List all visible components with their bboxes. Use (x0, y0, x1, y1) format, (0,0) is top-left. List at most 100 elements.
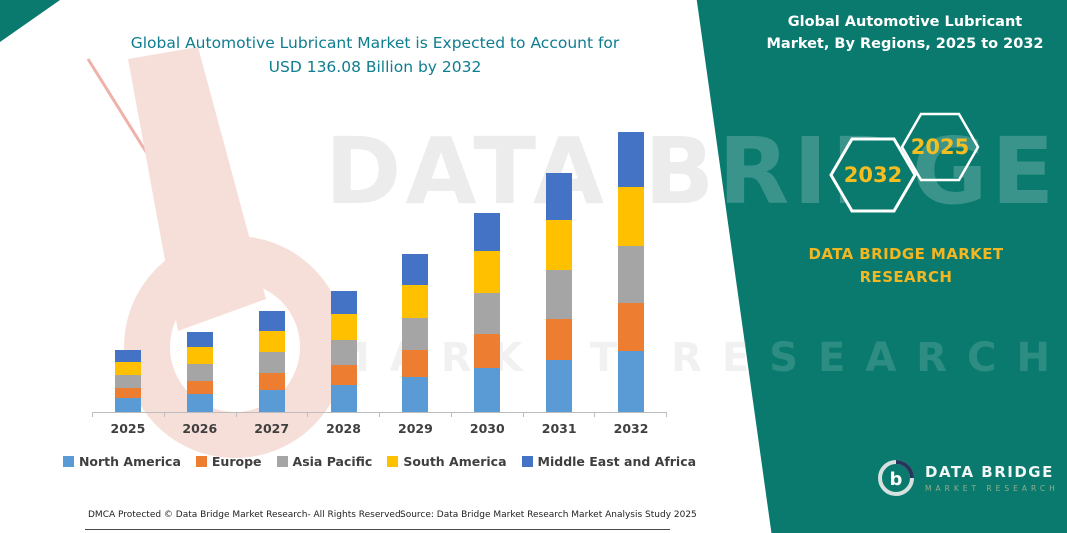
bar-column-2031 (523, 125, 595, 412)
corner-accent-triangle (0, 0, 60, 42)
legend-label: Europe (211, 454, 262, 469)
bar-segment (330, 364, 357, 386)
stacked-bar-2032 (618, 132, 645, 412)
axis-tick (165, 413, 237, 417)
bar-segment (330, 339, 357, 365)
legend-item: Europe (195, 454, 262, 469)
bar-segment (186, 347, 213, 365)
dbmr-logo-icon: b (878, 460, 914, 496)
bar-segment (258, 372, 285, 390)
bar-segment (186, 331, 213, 348)
axis-tick (380, 413, 452, 417)
bar-segment (114, 387, 141, 399)
x-axis-label: 2027 (254, 421, 290, 436)
bar-segment (546, 219, 573, 270)
bar-segment (114, 362, 141, 376)
axis-tick (308, 413, 380, 417)
bar-segment (618, 186, 645, 246)
brand-text: DATA BRIDGE MARKET RESEARCH (808, 245, 1004, 287)
chart-title: Global Automotive Lubricant Market is Ex… (55, 31, 695, 79)
axis-tick (524, 413, 596, 417)
legend-swatch-icon (276, 456, 288, 467)
logo-name: DATA BRIDGE (925, 463, 1054, 481)
bar-segment (402, 284, 429, 318)
x-axis-label: 2032 (613, 421, 649, 436)
legend-label: Middle East and Africa (537, 454, 697, 469)
x-axis-label: 2030 (469, 421, 505, 436)
legend-swatch-icon (387, 456, 399, 467)
hexagon-year-badges: 2025 2032 (829, 112, 980, 213)
stacked-bar-2029 (402, 253, 429, 412)
legend-label: South America (403, 454, 507, 469)
bar-segment (402, 350, 429, 378)
bar-segment (258, 389, 285, 412)
bar-segment (186, 394, 213, 412)
bar-segment (474, 293, 501, 335)
dbmr-logo: b DATA BRIDGE MARKET RESEARCH (876, 458, 1059, 498)
bar-column-2028 (308, 125, 380, 412)
x-axis-label: 2029 (398, 421, 433, 436)
legend-item: South America (387, 454, 507, 469)
bar-column-2030 (451, 125, 523, 412)
bar-segment (546, 359, 573, 412)
bar-segment (402, 253, 429, 285)
bar-segment (330, 385, 357, 412)
bar-column-2029 (380, 125, 452, 412)
banner-title: Global Automotive Lubricant Market, By R… (766, 14, 1044, 52)
bar-segment (618, 245, 645, 303)
bar-segment (330, 290, 357, 315)
chart-title-line1: Global Automotive Lubricant Market is Ex… (130, 34, 620, 52)
bar-segment (474, 368, 501, 412)
hexagon-2025-label: 2025 (911, 135, 969, 159)
bar-segment (330, 314, 357, 340)
footer-divider (85, 529, 670, 530)
plot-area (92, 125, 667, 413)
svg-text:b: b (890, 469, 903, 490)
legend-label: Asia Pacific (292, 454, 373, 469)
axis-tick (92, 413, 165, 417)
legend-item: North America (62, 454, 181, 469)
stacked-bar-2030 (474, 212, 501, 412)
dmca-notice: DMCA Protected © Data Bridge Market Rese… (88, 510, 404, 520)
hexagon-2032-label: 2032 (844, 163, 902, 187)
bar-segment (474, 334, 501, 369)
x-axis-label: 2025 (110, 421, 146, 436)
legend-item: Middle East and Africa (521, 454, 697, 469)
x-axis-labels: 2025 2026 2027 2028 2029 2030 2031 2032 (92, 421, 667, 436)
bar-segment (186, 364, 213, 381)
bar-column-2032 (595, 125, 667, 412)
axis-tick (237, 413, 309, 417)
stacked-bar-2031 (546, 173, 573, 412)
logo-tagline: MARKET RESEARCH (925, 484, 1059, 493)
legend-item: Asia Pacific (276, 454, 373, 469)
logo-text-block: DATA BRIDGE MARKET RESEARCH (925, 463, 1059, 493)
hexagon-2032-icon (829, 137, 917, 213)
bar-segment (114, 375, 141, 388)
chart-legend: North America Europe Asia Pacific South Ame… (62, 454, 696, 469)
legend-label: North America (78, 454, 181, 469)
bar-column-2026 (164, 125, 236, 412)
bar-segment (258, 330, 285, 353)
bar-segment (402, 317, 429, 351)
stacked-bar-2025 (114, 350, 141, 412)
axis-tick (452, 413, 524, 417)
bar-column-2027 (236, 125, 308, 412)
bar-column-2025 (92, 125, 164, 412)
bar-segment (546, 270, 573, 319)
bar-segment (474, 251, 501, 294)
bar-segment (186, 380, 213, 395)
hexagon-2025-icon (900, 112, 980, 182)
x-axis-ticks (92, 413, 667, 417)
bar-segment (618, 303, 645, 351)
bar-segment (546, 319, 573, 360)
x-axis-label: 2031 (541, 421, 577, 436)
x-axis-label: 2026 (182, 421, 218, 436)
bar-segment (258, 352, 285, 373)
bar-segment (474, 212, 501, 252)
bar-segment (114, 398, 141, 412)
bar-segment (402, 377, 429, 412)
axis-tick (595, 413, 667, 417)
stacked-bar-2027 (258, 311, 285, 412)
bar-segment (618, 350, 645, 412)
